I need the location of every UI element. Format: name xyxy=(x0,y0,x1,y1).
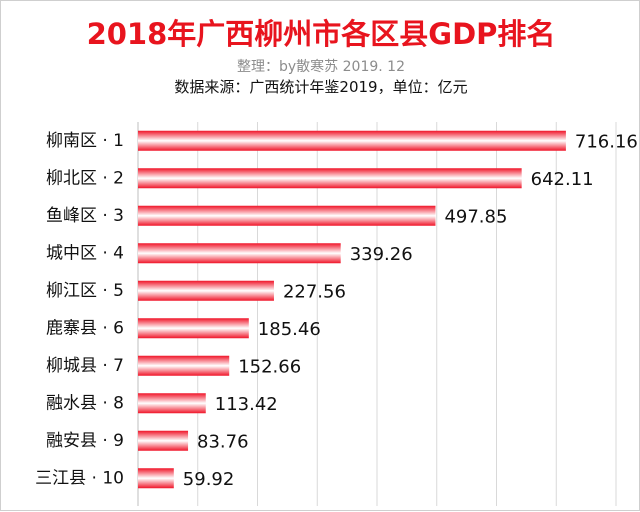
data-label: 113.42 xyxy=(215,394,278,415)
bar xyxy=(138,280,274,301)
data-label: 227.56 xyxy=(283,281,346,302)
bars xyxy=(138,130,566,489)
category-label: 城中区 · 4 xyxy=(46,243,124,263)
bar xyxy=(138,468,174,489)
data-label: 642.11 xyxy=(531,169,594,190)
category-label: 鹿寨县 · 6 xyxy=(46,318,124,338)
category-label: 柳南区 · 1 xyxy=(46,131,124,151)
data-label: 83.76 xyxy=(197,431,249,452)
category-label: 鱼峰区 · 3 xyxy=(46,206,124,226)
category-label: 融水县 · 8 xyxy=(46,393,124,413)
bar xyxy=(138,318,249,339)
bar xyxy=(138,130,566,151)
category-label: 柳江区 · 5 xyxy=(46,281,124,301)
category-label: 柳城县 · 7 xyxy=(46,356,124,376)
chart-title: 2018年广西柳州市各区县GDP排名 xyxy=(86,17,556,51)
bar xyxy=(138,243,341,264)
category-label: 三江县 · 10 xyxy=(35,468,124,488)
data-label: 59.92 xyxy=(183,469,235,490)
category-label: 融安县 · 9 xyxy=(46,431,124,451)
chart-subtitle: 整理：by散寒苏 2019. 12 xyxy=(237,59,405,75)
bar xyxy=(138,393,206,414)
data-label: 185.46 xyxy=(258,319,321,340)
bar xyxy=(138,430,189,451)
data-label: 716.16 xyxy=(575,131,638,152)
bar xyxy=(138,355,230,376)
bar xyxy=(138,168,522,189)
bar xyxy=(138,205,436,226)
data-label: 152.66 xyxy=(238,356,301,377)
data-source-note: 数据来源：广西统计年鉴2019，单位：亿元 xyxy=(174,78,468,96)
labels: 柳南区 · 1 716.16 柳北区 · 2 642.11 鱼峰区 · 3 497.85 城… xyxy=(35,131,638,490)
data-label: 497.85 xyxy=(444,206,507,227)
data-label: 339.26 xyxy=(350,244,413,265)
category-label: 柳北区 · 2 xyxy=(46,168,124,188)
